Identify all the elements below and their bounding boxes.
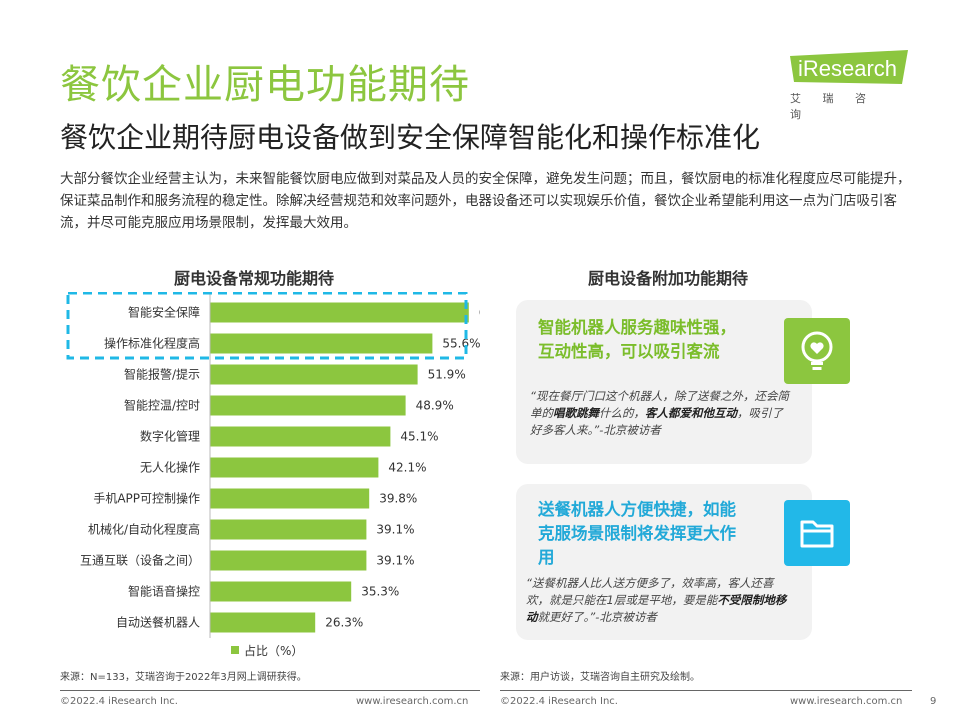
card-quote: “现在餐厅门口这个机器人，除了送餐之外，还会简单的唱歌跳舞什么的，客人都爱和他互… (530, 388, 790, 439)
expectation-card-robot-fun: 智能机器人服务趣味性强，互动性高，可以吸引客流 “现在餐厅门口这个机器人，除了送… (516, 300, 812, 464)
value-label: 42.1% (388, 461, 426, 475)
value-label: 55.6% (442, 337, 480, 351)
quote-emphasis: 不受限制地移动 (526, 593, 787, 624)
bar (210, 395, 406, 416)
value-label: 39.1% (376, 523, 414, 537)
footer-copyright-left: ©2022.4 iResearch Inc. (60, 696, 178, 707)
category-label: 数字化管理 (140, 429, 200, 444)
chart-title: 厨电设备常规功能期待 (174, 269, 335, 288)
value-label: 45.1% (400, 430, 438, 444)
bar-chart: 智能安全保障 64.7% 操作标准化程度高 55.6% 智能报警/提示 51.9% 智能控温… (66, 292, 480, 658)
expectation-card-delivery-robot: 送餐机器人方便快捷，如能克服场景限制将发挥更大作用 “送餐机器人比人送方便多了，… (516, 484, 812, 640)
legend-label: 占比（%） (244, 643, 303, 658)
category-label: 智能控温/控时 (124, 398, 200, 413)
category-label: 无人化操作 (140, 460, 200, 475)
card-headline: 送餐机器人方便快捷，如能克服场景限制将发挥更大作用 (538, 500, 736, 567)
folder-icon (784, 500, 850, 566)
logo-text: iResearch (798, 56, 897, 81)
source-note-left: 来源：N=133，艾瑞咨询于2022年3月网上调研获得。 (60, 672, 307, 683)
bar (210, 519, 367, 540)
category-label: 智能安全保障 (128, 305, 200, 320)
footer-url-right[interactable]: www.iresearch.com.cn (790, 696, 903, 707)
logo-subtext: 艾 瑞 咨 询 (790, 92, 875, 121)
logo-mark-icon: iResearch (790, 50, 908, 84)
quote-emphasis: 唱歌跳舞 (553, 406, 599, 420)
bar (210, 302, 469, 323)
quote-text: ，吸引了好多客人来。”-北京被访者 (530, 406, 783, 437)
footer-divider-right (500, 690, 912, 691)
footer-divider-left (60, 690, 480, 691)
footer-url-left[interactable]: www.iresearch.com.cn (356, 696, 469, 707)
page-subtitle: 餐饮企业期待厨电设备做到安全保障智能化和操作标准化 (60, 121, 761, 154)
quote-emphasis: 客人都爱和他互动 (645, 406, 737, 420)
category-label: 手机APP可控制操作 (93, 491, 200, 506)
quote-text: 什么的， (599, 406, 645, 420)
legend-swatch (231, 646, 239, 654)
page-number: 9 (930, 696, 937, 707)
page-title: 餐饮企业厨电功能期待 (60, 62, 470, 108)
value-label: 64.7% (479, 306, 480, 320)
bar (210, 457, 379, 478)
bar (210, 581, 352, 602)
value-label: 39.8% (379, 492, 417, 506)
category-label: 操作标准化程度高 (104, 336, 200, 351)
iresearch-logo: iResearch 艾 瑞 咨 询 (790, 46, 910, 121)
value-label: 51.9% (428, 368, 466, 382)
bar (210, 426, 391, 447)
value-label: 26.3% (325, 616, 363, 630)
right-panel-title: 厨电设备附加功能期待 (588, 269, 749, 288)
bar (210, 488, 370, 509)
quote-text: 就更好了。”-北京被访者 (537, 610, 657, 624)
value-label: 35.3% (361, 585, 399, 599)
bar (210, 612, 316, 633)
quote-text: “现在餐厅门口这个机器人，除了送餐之外，还会简单的 (530, 389, 789, 420)
bar (210, 333, 433, 354)
footer-copyright-right: ©2022.4 iResearch Inc. (500, 696, 618, 707)
card-headline: 智能机器人服务趣味性强，互动性高，可以吸引客流 (538, 318, 736, 361)
value-label: 39.1% (376, 554, 414, 568)
category-label: 机械化/自动化程度高 (88, 522, 200, 537)
category-label: 自动送餐机器人 (116, 615, 200, 630)
quote-text: “送餐机器人比人送方便多了，效率高，客人还喜欢，就是只能在1层或是平地，要是能 (526, 576, 774, 607)
value-label: 48.9% (416, 399, 454, 413)
bar (210, 364, 418, 385)
source-note-right: 来源：用户访谈，艾瑞咨询自主研究及绘制。 (500, 672, 700, 683)
lightbulb-heart-icon (784, 318, 850, 384)
category-label: 智能语音操控 (128, 584, 200, 599)
intro-paragraph: 大部分餐饮企业经营主认为，未来智能餐饮厨电应做到对菜品及人员的安全保障，避免发生… (60, 171, 911, 231)
card-quote: “送餐机器人比人送方便多了，效率高，客人还喜欢，就是只能在1层或是平地，要是能不… (526, 575, 796, 626)
bar (210, 550, 367, 571)
highlight-box (66, 292, 468, 360)
category-label: 互通互联（设备之间） (80, 554, 200, 568)
category-label: 智能报警/提示 (124, 367, 200, 382)
